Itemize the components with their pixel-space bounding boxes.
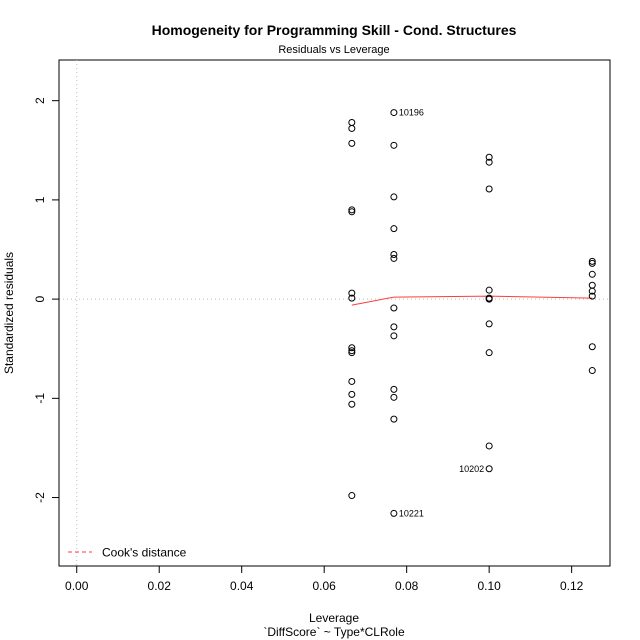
data-point [485,153,493,161]
data-point [348,400,356,408]
data-point [348,294,356,302]
data-point [588,292,596,300]
data-point [348,492,356,500]
data-point [390,250,398,258]
data-point [485,349,493,357]
data-point [588,257,596,265]
data-point [390,193,398,201]
y-axis-label: Standardized residuals [2,252,16,374]
data-point [485,295,493,303]
point-label: 10196 [399,108,424,118]
y-tick-label: 1 [33,196,47,203]
data-point [485,185,493,193]
x-axis-label: Leverage [309,611,359,625]
x-axis: 0.00 0.02 0.04 0.06 0.08 0.10 0.12 [65,565,584,593]
data-point [390,141,398,149]
x-tick-label: 0.02 [148,579,172,593]
x-tick-label: 0.06 [313,579,337,593]
reference-lines [59,60,610,566]
data-point [390,109,398,117]
data-point [588,270,596,278]
data-point [348,206,356,214]
plot-frame [58,59,611,567]
data-point [390,225,398,233]
data-point [588,343,596,351]
data-point [348,289,356,297]
data-point [348,344,356,352]
x-tick-label: 0.08 [395,579,419,593]
point-label: 10202 [459,464,484,474]
data-point [485,158,493,166]
data-point [485,320,493,328]
y-tick-label: 0 [33,295,47,302]
data-point [390,509,398,517]
data-point [390,415,398,423]
point-label: 10221 [399,508,424,518]
data-point [348,349,356,357]
data-point [348,119,356,127]
smooth-line-path [351,295,593,306]
data-point [390,332,398,340]
data-point [485,465,493,473]
data-point [390,385,398,393]
chart-title: Homogeneity for Programming Skill - Cond… [152,22,517,38]
y-tick-label: -1 [33,393,47,404]
x-axis-formula: `DiffScore` ~ Type*CLRole [263,625,405,639]
data-point [348,347,356,355]
legend-cooks-distance-label: Cook's distance [102,546,187,560]
data-point [348,208,356,216]
data-point [485,442,493,450]
data-point [390,304,398,312]
x-tick-label: 0.10 [477,579,501,593]
data-point [485,286,493,294]
data-point [588,287,596,295]
data-point [390,254,398,262]
data-point [348,390,356,398]
data-point [348,124,356,132]
chart-subtitle: Residuals vs Leverage [278,44,389,56]
data-point [588,281,596,289]
data-point [588,259,596,267]
data-point [390,393,398,401]
x-tick-label: 0.00 [65,579,89,593]
point-labels: 10196 10202 10221 [399,108,484,519]
x-tick-label: 0.12 [560,579,584,593]
y-axis: -2 -1 0 1 2 [33,97,60,503]
data-point [390,323,398,331]
data-point [588,367,596,375]
smooth-line [351,295,593,306]
y-tick-label: 2 [33,97,47,104]
data-point [348,377,356,385]
y-tick-label: -2 [33,492,47,503]
legend: Cook's distance [68,546,187,560]
data-points [348,109,596,517]
data-point [348,139,356,147]
x-tick-label: 0.04 [230,579,254,593]
